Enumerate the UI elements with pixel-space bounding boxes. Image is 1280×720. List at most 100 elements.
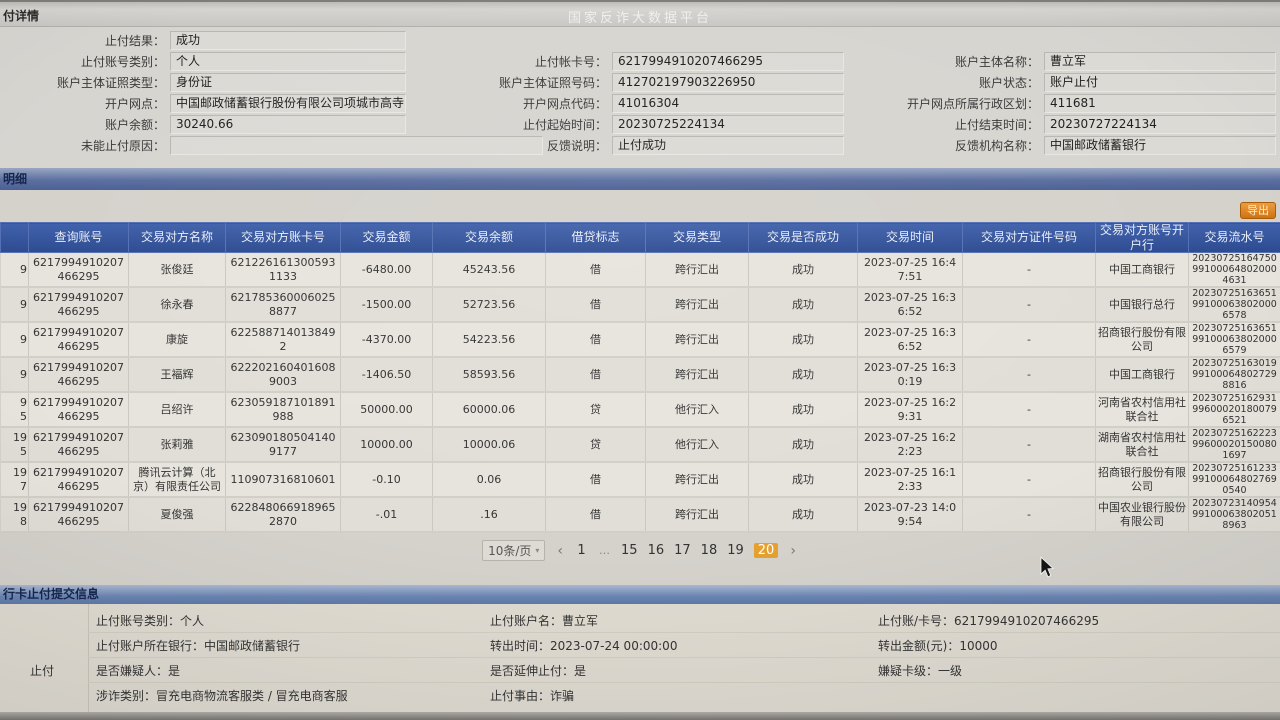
cell-bank: 中国工商银行 — [1095, 252, 1189, 289]
cell-serial: 20230725161233991000648027690540 — [1188, 462, 1280, 499]
cell-type: 跨行汇出 — [645, 357, 749, 394]
column-header: 查询账号 — [28, 222, 129, 253]
cell-serial: 20230725163019991000648027298816 — [1188, 357, 1280, 394]
submit-field: 嫌疑卡级：一级 — [878, 663, 963, 678]
page-button[interactable]: 18 — [700, 543, 718, 558]
column-header: 交易对方证件号码 — [962, 222, 1096, 253]
cell-cert: - — [962, 357, 1096, 394]
submit-field: 止付账号类别：个人 — [96, 613, 205, 628]
page-button[interactable]: 16 — [647, 543, 665, 558]
detail-field-row: 账户主体名称： 曹立军 — [868, 51, 1276, 72]
cell-cert: - — [962, 427, 1096, 464]
field-value: 412702197903226950 — [612, 73, 844, 92]
field-label: 账户主体名称： — [954, 55, 1039, 69]
cell-amount: -4370.00 — [340, 322, 433, 359]
cell-dc_flag: 借 — [545, 357, 646, 394]
cell-time: 2023-07-25 16:12:33 — [857, 462, 963, 499]
cell-success: 成功 — [748, 427, 858, 464]
cell-account: 6217994910207466295 — [28, 287, 129, 324]
detail-field-row: 反馈机构名称： 中国邮政储蓄银行 — [868, 135, 1276, 156]
page-button[interactable]: 15 — [621, 543, 638, 558]
table-header-row: 查询账号 交易对方名称 交易对方账卡号 交易金额 交易余额 借贷标志 交易类型 交易是否成功交… — [0, 222, 1280, 253]
cell-success: 成功 — [748, 462, 858, 499]
stop-payment-row-label: 止付 — [30, 664, 55, 678]
cell-serial: 20230725163651991000638020006578 — [1188, 287, 1280, 324]
cell-type: 跨行汇出 — [645, 497, 749, 534]
cell-amount: 10000.00 — [340, 427, 433, 464]
detail-column-right: 账户主体名称： 曹立军 账户状态： 账户止付 开户网点所属行政区划： 411681 止付结束… — [868, 51, 1276, 156]
transaction-row: 9 6217994910207466295 徐永春 62178536000602588… — [0, 287, 1280, 324]
page-button[interactable]: 1 — [577, 543, 586, 558]
submit-field: 涉诈类别：冒充电商物流客服类 / 冒充电商客服 — [96, 689, 348, 703]
stop-payment-detail-panel: 止付结果： 成功 止付账号类别： 个人 账户主体证照类型： 身份证 开户网点： 中国邮政储蓄银… — [0, 27, 1280, 168]
field-label: 开户网点代码： — [522, 97, 607, 111]
field-value: 411681 — [1044, 94, 1276, 113]
field-value: 中国邮政储蓄银行 — [1044, 136, 1276, 155]
transaction-row: 9 6217994910207466295 康旋 6225887140138492 -4… — [0, 322, 1280, 359]
field-label: 止付起始时间： — [522, 118, 607, 132]
transaction-row: 9 6217994910207466295 王褔辉 62220216040160890… — [0, 357, 1280, 394]
cell-serial: 20230725164750991000648020004631 — [1188, 252, 1280, 289]
column-header — [0, 222, 29, 253]
cell-card: 6228480669189652870 — [225, 497, 341, 534]
cell-dc_flag: 借 — [545, 462, 646, 499]
next-page-button[interactable]: › — [790, 542, 796, 559]
cell-success: 成功 — [748, 287, 858, 324]
page-button-active[interactable]: 20 — [753, 543, 779, 558]
cell-counterparty: 夏俊强 — [128, 497, 226, 534]
page-button[interactable]: 17 — [674, 543, 691, 558]
field-value: 6217994910207466295 — [612, 52, 844, 71]
detail-field-row: 止付帐卡号： 6217994910207466295 — [440, 51, 844, 72]
field-label: 开户网点： — [104, 97, 165, 111]
cell-account: 6217994910207466295 — [28, 427, 129, 464]
pagination: 10条/页 ▾ ‹ 1 … 15 16 17 18 19 20 › — [0, 540, 1280, 561]
field-label: 止付帐卡号： — [534, 55, 607, 69]
cell-balance: 10000.06 — [432, 427, 546, 464]
cell-cert: - — [962, 497, 1096, 534]
cell-amount: -6480.00 — [340, 252, 433, 289]
field-value: 曹立军 — [1044, 52, 1276, 71]
cell-card: 6222021604016089003 — [225, 357, 341, 394]
cell-dc_flag: 借 — [545, 497, 646, 534]
cell-seq: 19 5 — [0, 427, 29, 464]
submit-field: 止付账户所在银行：中国邮政储蓄银行 — [96, 638, 301, 653]
cell-counterparty: 吕绍许 — [128, 392, 226, 429]
cell-dc_flag: 贷 — [545, 427, 646, 464]
page-button[interactable]: 19 — [727, 543, 744, 558]
cell-bank: 中国农业银行股份有限公司 — [1095, 497, 1189, 534]
export-button[interactable]: 导出 — [1240, 202, 1276, 219]
submit-field: 转出时间：2023-07-24 00:00:00 — [490, 638, 678, 653]
submit-info-row: 止付账户所在银行：中国邮政储蓄银行 转出时间：2023-07-24 00:00:0… — [88, 633, 1280, 658]
field-label: 未能止付原因： — [80, 139, 165, 153]
page-size-value: 10条/页 — [488, 544, 532, 558]
title-bar: 付详情 国家反诈大数据平台 — [0, 0, 1280, 27]
column-header: 交易流水号 — [1188, 222, 1280, 253]
cell-success: 成功 — [748, 497, 858, 534]
cell-card: 623059187101891988 — [225, 392, 341, 429]
cell-type: 他行汇入 — [645, 427, 749, 464]
submit-field: 是否嫌疑人：是 — [96, 663, 181, 678]
submit-info-row: 止付账号类别：个人 止付账户名：曹立军 止付账/卡号：621799491020746… — [88, 608, 1280, 633]
column-header: 交易是否成功 — [748, 222, 858, 253]
cell-amount: 50000.00 — [340, 392, 433, 429]
cell-card: 6217853600060258877 — [225, 287, 341, 324]
cell-cert: - — [962, 392, 1096, 429]
field-value: 止付成功 — [612, 136, 844, 155]
submit-info-row: 是否嫌疑人：是 是否延伸止付：是 嫌疑卡级：一级 — [88, 658, 1280, 683]
cell-balance: 54223.56 — [432, 322, 546, 359]
cell-amount: -.01 — [340, 497, 433, 534]
column-header: 交易对方账号开户行 — [1095, 222, 1189, 253]
field-label: 止付结果： — [104, 34, 165, 48]
detail-column-middle: 止付帐卡号： 6217994910207466295 账户主体证照号码： 412702… — [440, 51, 844, 156]
page-size-select[interactable]: 10条/页 ▾ — [482, 540, 546, 561]
cell-seq: 9 5 — [0, 392, 29, 429]
cell-bank: 中国银行总行 — [1095, 287, 1189, 324]
cell-time: 2023-07-25 16:36:52 — [857, 287, 963, 324]
field-value: 20230727224134 — [1044, 115, 1276, 134]
column-header: 交易对方名称 — [128, 222, 226, 253]
cell-bank: 招商银行股份有限公司 — [1095, 462, 1189, 499]
field-label: 开户网点所属行政区划： — [906, 97, 1039, 111]
cell-type: 他行汇入 — [645, 392, 749, 429]
cell-seq: 19 7 — [0, 462, 29, 499]
prev-page-button[interactable]: ‹ — [557, 542, 564, 559]
